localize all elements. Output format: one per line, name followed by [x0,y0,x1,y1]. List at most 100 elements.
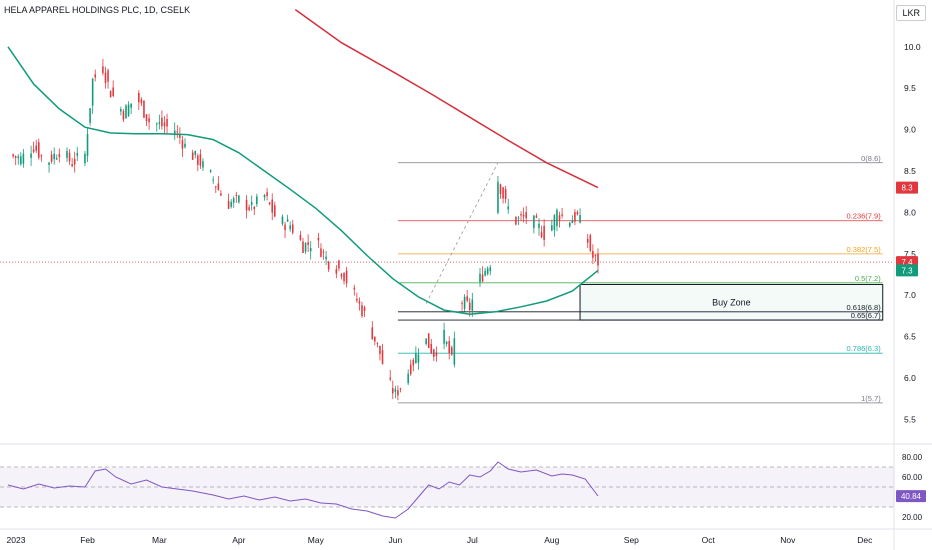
candle-body [340,274,343,277]
candle-body [22,153,25,164]
price-badge-label: 7.3 [901,266,913,275]
candle-body [273,205,276,217]
candle-body [191,152,194,160]
candle-body [481,274,484,282]
x-tick-label: Jun [388,535,402,545]
candle-body [497,181,499,213]
candle-body [522,214,525,217]
price-badge-label: 8.3 [901,184,913,193]
candle-body [371,327,374,340]
price-badge-label: 7.4 [901,258,913,267]
y-tick-label: 8.5 [904,166,916,176]
candle-body [48,162,50,165]
fib-level-label: 0.236(7.9) [847,212,882,221]
candle-body [540,232,543,238]
candle-body [445,341,448,344]
x-tick-label: Oct [702,535,716,545]
fib-level-label: 0.618(6.8) [847,303,882,312]
candle-body [184,143,186,148]
candle-body [271,199,274,213]
fib-level-label: 0.5(7.2) [855,274,881,283]
candle-body [558,215,561,221]
candle-body [358,301,361,304]
y-tick-label: 7.5 [904,249,916,259]
candle-body [89,108,91,123]
candle-body [535,215,538,218]
fib-trend-line [425,162,499,304]
candle-body [84,153,86,164]
rsi-line [7,461,599,519]
candle-body [517,217,520,219]
fib-level-label: 1(5.7) [861,394,881,403]
currency-button[interactable]: LKR [896,5,926,21]
y-tick-label: 9.0 [904,125,916,135]
candle-body [307,242,309,245]
candle-body [284,224,286,230]
candle-body [58,154,61,158]
candle-body [266,192,268,196]
candle-body [430,343,433,354]
candle-body [256,196,258,205]
candle-body [571,220,574,224]
candle-body [302,241,304,254]
candle-body [466,296,468,301]
candle-body [37,142,40,158]
y-tick-label: 8.0 [904,207,916,217]
candle-body [479,273,481,283]
x-tick-label: Dec [857,535,873,545]
candles [12,58,599,401]
fib-level-label: 0(8.6) [861,154,881,163]
y-tick-label: 10.0 [904,42,921,52]
candle-body [343,272,345,282]
candle-body [327,261,330,270]
candle-body [335,269,338,274]
candle-body [107,70,109,82]
candle-body [91,78,94,106]
candle-body [507,206,510,210]
candle-body [579,215,581,223]
candle-body [412,359,415,366]
candle-body [73,158,76,165]
candle-body [86,133,89,157]
candle-body [399,388,402,390]
candle-body [504,189,507,200]
candle-body [71,164,73,167]
candle-body [594,255,597,257]
candle-body [489,267,492,272]
candle-body [30,153,32,158]
candle-body [199,154,202,166]
candle-body [102,66,104,74]
candle-body [14,156,17,158]
candle-body [120,109,122,112]
candle-body [417,354,420,363]
candle-body [130,103,132,108]
candle-body [502,187,504,199]
candle-body [181,139,184,149]
candle-body [163,122,166,127]
x-tick-label: Sep [624,535,639,545]
candle-body [484,270,486,276]
rsi-tick-label: 80.00 [902,453,923,462]
price-badge [896,181,918,194]
candle-body [112,87,114,96]
candle-body [361,305,363,316]
candle-body [66,151,68,158]
candle-body [268,202,271,205]
candle-body [179,134,181,138]
candle-body [202,161,204,168]
moving-average-line [294,8,599,189]
candle-body [317,237,320,241]
candle-body [561,214,563,216]
candle-body [53,153,55,160]
candle-body [166,119,168,127]
candle-body [212,179,215,181]
candle-body [433,349,435,357]
candle-body [435,352,438,357]
candle-body [391,388,394,394]
candle-body [230,201,232,207]
candle-body [568,222,571,227]
y-tick-label: 6.0 [904,373,916,383]
candle-body [338,260,340,269]
candle-body [289,225,291,230]
